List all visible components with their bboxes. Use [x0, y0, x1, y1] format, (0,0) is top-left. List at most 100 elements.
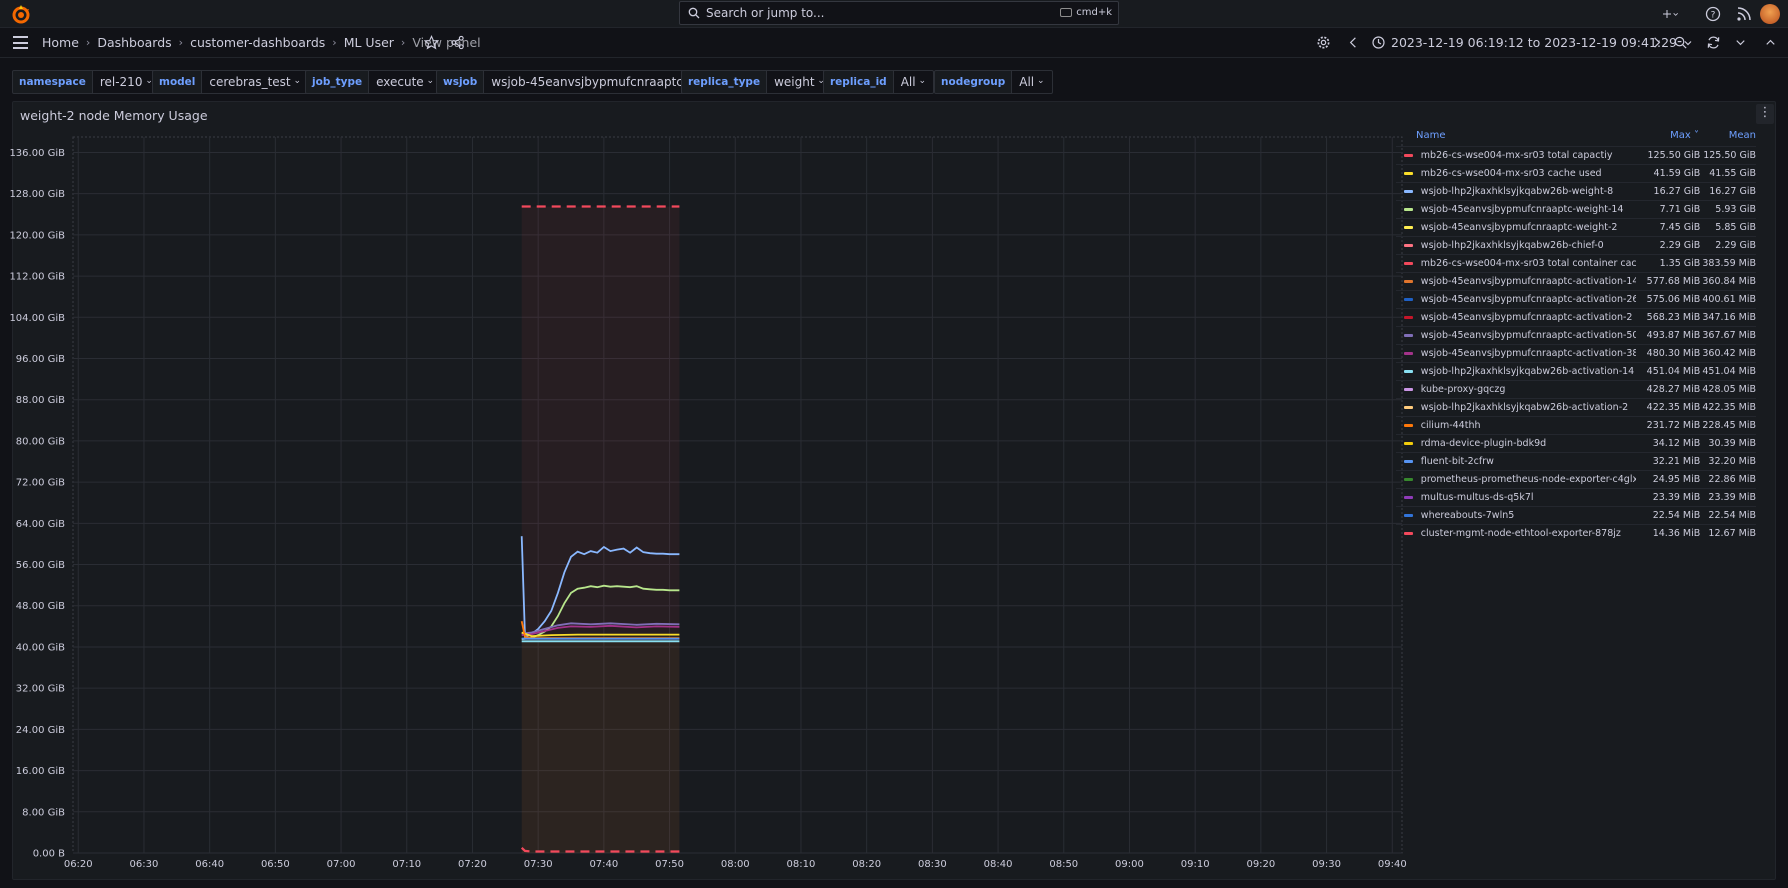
x-tick-label: 07:00	[327, 859, 356, 870]
variable-select[interactable]: All	[893, 70, 934, 94]
legend-row[interactable]: cluster-mgmt-node-ethtool-exporter-878jz…	[1396, 524, 1756, 542]
legend-swatch	[1404, 496, 1413, 499]
legend-header-mean[interactable]: Mean	[1728, 130, 1756, 141]
highlight-band	[521, 206, 680, 853]
breadcrumb-home[interactable]: Home	[42, 35, 79, 50]
legend-row[interactable]: mb26-cs-wse004-mx-sr03 total container c…	[1396, 254, 1756, 272]
legend-mean-value: 5.93 GiB	[1715, 204, 1756, 215]
add-new-icon[interactable]	[1663, 6, 1679, 22]
time-back-icon[interactable]	[1346, 35, 1361, 50]
y-tick-label: 88.00 GiB	[16, 395, 65, 406]
news-feed-icon[interactable]	[1736, 6, 1752, 22]
legend-mean-value: 360.42 MiB	[1702, 348, 1756, 359]
search-input[interactable]: Search or jump to... cmd+k	[679, 1, 1119, 25]
variable-model: model cerebras_test	[152, 70, 310, 94]
variable-select[interactable]: cerebras_test	[202, 70, 310, 94]
series-line[interactable]	[521, 622, 680, 635]
legend-mean-value: 41.55 GiB	[1709, 168, 1756, 179]
legend-series-name: whereabouts-7wln5	[1420, 510, 1515, 521]
legend-swatch	[1404, 244, 1413, 247]
legend-series-name: cluster-mgmt-node-ethtool-exporter-878jz	[1420, 528, 1621, 539]
clock-icon	[1372, 36, 1385, 49]
grafana-logo-icon[interactable]	[10, 4, 32, 24]
legend-row[interactable]: cilium-44thh 231.72 MiB 228.45 MiB	[1396, 416, 1756, 434]
legend-max-value: 7.71 GiB	[1659, 204, 1701, 215]
legend-row[interactable]: wsjob-45eanvsjbypmufcnraaptc-weight-2 7.4…	[1396, 218, 1756, 236]
legend-row[interactable]: prometheus-prometheus-node-exporter-c4gl…	[1396, 470, 1756, 488]
y-tick-label: 104.00 GiB	[9, 313, 65, 324]
legend-max-value: 2.29 GiB	[1659, 240, 1701, 251]
star-icon[interactable]	[424, 35, 439, 50]
legend-row[interactable]: rdma-device-plugin-bdk9d 34.12 MiB 30.39 M…	[1396, 434, 1756, 452]
refresh-interval-chevron-icon[interactable]	[1733, 35, 1748, 50]
chevron-right-icon: ›	[332, 36, 337, 49]
zoom-out-icon[interactable]	[1673, 35, 1688, 50]
legend-header-name[interactable]: Name	[1416, 130, 1446, 141]
series-line[interactable]	[520, 846, 680, 853]
variable-select[interactable]: wsjob-45eanvsjbypmufcnraaptc	[484, 70, 702, 94]
legend-mean-value: 22.54 MiB	[1708, 510, 1756, 521]
legend-max-value: 23.39 MiB	[1652, 492, 1701, 503]
breadcrumb-folder[interactable]: customer-dashboards	[190, 35, 326, 50]
x-tick-label: 06:20	[64, 859, 93, 870]
legend-row[interactable]: wsjob-lhp2jkaxhklsyjkqabw26b-weight-8 16.…	[1396, 182, 1756, 200]
y-tick-label: 0.00 B	[33, 849, 65, 860]
series-line[interactable]	[521, 631, 680, 638]
settings-gear-icon[interactable]	[1316, 35, 1331, 50]
breadcrumb-dashboard[interactable]: ML User	[343, 35, 394, 50]
legend-swatch	[1404, 460, 1413, 463]
chevron-down-icon	[1684, 40, 1692, 45]
legend-row[interactable]: wsjob-45eanvsjbypmufcnraaptc-activation-…	[1396, 290, 1756, 308]
collapse-chevron-up-icon[interactable]	[1763, 35, 1778, 50]
legend-row[interactable]: wsjob-45eanvsjbypmufcnraaptc-activation-…	[1396, 344, 1756, 362]
legend-header-max[interactable]: Max ˅	[1633, 130, 1699, 146]
legend-swatch	[1404, 190, 1413, 193]
help-icon[interactable]: ?	[1705, 6, 1721, 22]
legend-row[interactable]: multus-multus-ds-q5k7l 23.39 MiB 23.39 MiB	[1396, 488, 1756, 506]
time-range-picker[interactable]: 2023-12-19 06:19:12 to 2023-12-19 09:41:…	[1372, 35, 1693, 50]
menu-toggle-icon[interactable]	[13, 36, 28, 49]
legend-max-value: 480.30 MiB	[1646, 348, 1701, 359]
legend-mean-value: 16.27 GiB	[1709, 186, 1756, 197]
legend-swatch	[1404, 172, 1413, 175]
chevron-right-icon: ›	[85, 36, 91, 49]
user-avatar[interactable]	[1760, 4, 1780, 24]
legend-row[interactable]: mb26-cs-wse004-mx-sr03 cache used 41.59 G…	[1396, 164, 1756, 182]
variable-select[interactable]: execute	[369, 70, 443, 94]
y-tick-label: 128.00 GiB	[9, 189, 65, 200]
share-icon[interactable]	[450, 35, 465, 50]
breadcrumb-dashboards[interactable]: Dashboards	[97, 35, 172, 50]
legend-mean-value: 125.50 GiB	[1703, 150, 1756, 161]
legend-row[interactable]: wsjob-lhp2jkaxhklsyjkqabw26b-activation-…	[1396, 362, 1756, 380]
legend-row[interactable]: wsjob-45eanvsjbypmufcnraaptc-activation-…	[1396, 272, 1756, 290]
legend-mean-value: 383.59 MiB	[1702, 258, 1756, 269]
series-line[interactable]	[521, 624, 680, 636]
legend-row[interactable]: wsjob-lhp2jkaxhklsyjkqabw26b-chief-0 2.29…	[1396, 236, 1756, 254]
time-forward-icon[interactable]	[1649, 35, 1664, 50]
series-line[interactable]	[520, 536, 680, 639]
legend-row[interactable]: whereabouts-7wln5 22.54 MiB 22.54 MiB	[1396, 506, 1756, 524]
variable-select[interactable]: weight	[767, 70, 833, 94]
legend-row[interactable]: wsjob-45eanvsjbypmufcnraaptc-weight-14 7.…	[1396, 200, 1756, 218]
legend-row[interactable]: fluent-bit-2cfrw 32.21 MiB 32.20 MiB	[1396, 452, 1756, 470]
panel-menu-icon[interactable]: ⋮	[1756, 104, 1774, 124]
refresh-icon[interactable]	[1706, 35, 1721, 50]
variable-select[interactable]: All	[1012, 70, 1053, 94]
legend-series-name: wsjob-45eanvsjbypmufcnraaptc-weight-2	[1420, 222, 1618, 233]
legend-row[interactable]: wsjob-45eanvsjbypmufcnraaptc-activation-…	[1396, 326, 1756, 344]
legend-series-name: fluent-bit-2cfrw	[1420, 456, 1494, 467]
legend-row[interactable]: kube-proxy-gqczg 428.27 MiB 428.05 MiB	[1396, 380, 1756, 398]
variable-job-type: job_type execute	[305, 70, 443, 94]
legend-row[interactable]: mb26-cs-wse004-mx-sr03 total capactiy 125…	[1396, 146, 1756, 164]
legend-max-value: 428.27 MiB	[1646, 384, 1701, 395]
legend-series-name: kube-proxy-gqczg	[1420, 384, 1506, 395]
x-tick-label: 09:00	[1115, 859, 1144, 870]
y-tick-label: 8.00 GiB	[22, 807, 65, 818]
legend-mean-value: 451.04 MiB	[1702, 366, 1756, 377]
legend-row[interactable]: wsjob-lhp2jkaxhklsyjkqabw26b-activation-…	[1396, 398, 1756, 416]
variable-label: model	[152, 70, 203, 94]
legend-row[interactable]: wsjob-45eanvsjbypmufcnraaptc-activation-…	[1396, 308, 1756, 326]
x-tick-label: 08:50	[1049, 859, 1078, 870]
legend-swatch	[1404, 406, 1413, 409]
